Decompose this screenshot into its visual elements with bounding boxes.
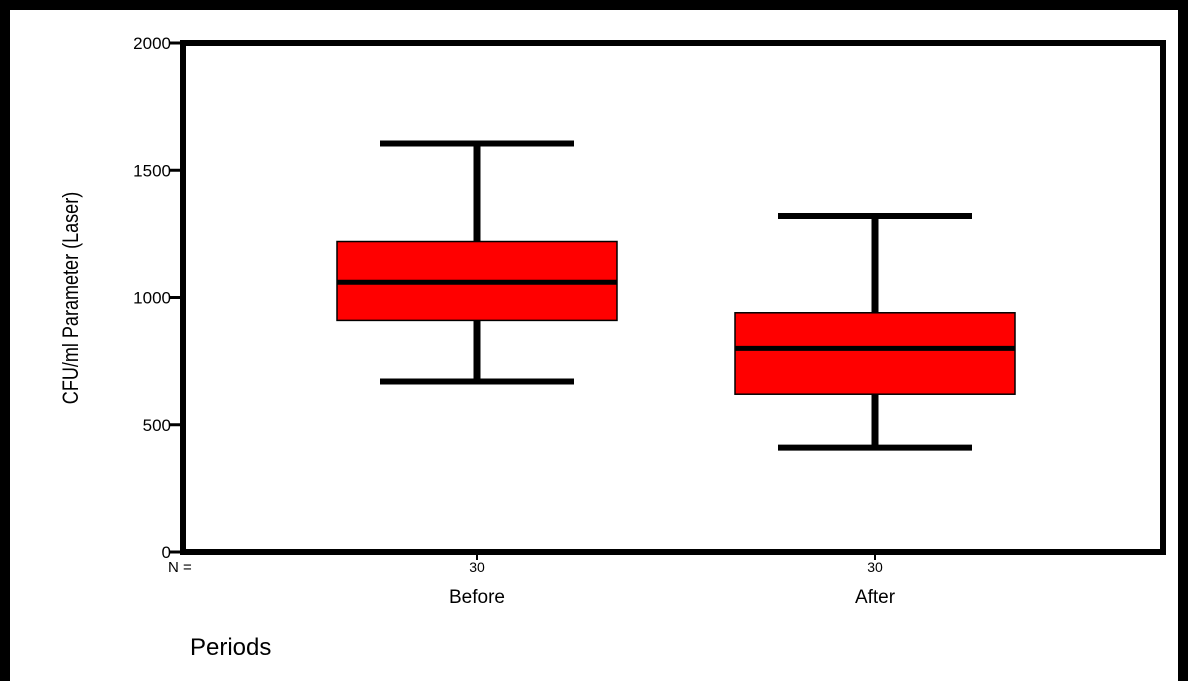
- y-tick-label: 2000: [133, 34, 171, 53]
- plot-area: [180, 40, 1166, 555]
- x-axis-label: Periods: [190, 634, 271, 661]
- box-before: [336, 140, 618, 385]
- x-axis-categories: 30 Before 30 After: [449, 552, 896, 608]
- y-tick-label: 0: [162, 543, 171, 562]
- x-category-label: After: [855, 587, 896, 608]
- n-value: 30: [469, 559, 485, 575]
- y-axis-label: CFU/ml Parameter (Laser): [59, 192, 83, 404]
- box-series: [336, 140, 1016, 451]
- n-value: 30: [867, 559, 883, 575]
- n-label: N =: [168, 559, 192, 576]
- box-after: [734, 213, 1016, 451]
- y-tick-label: 500: [143, 416, 171, 435]
- y-tick-label: 1500: [133, 161, 171, 180]
- y-axis-ticks: 0 500 1000 1500 2000: [133, 34, 183, 562]
- x-category-label: Before: [449, 587, 505, 608]
- y-tick-label: 1000: [133, 289, 171, 308]
- iqr-box: [734, 312, 1016, 395]
